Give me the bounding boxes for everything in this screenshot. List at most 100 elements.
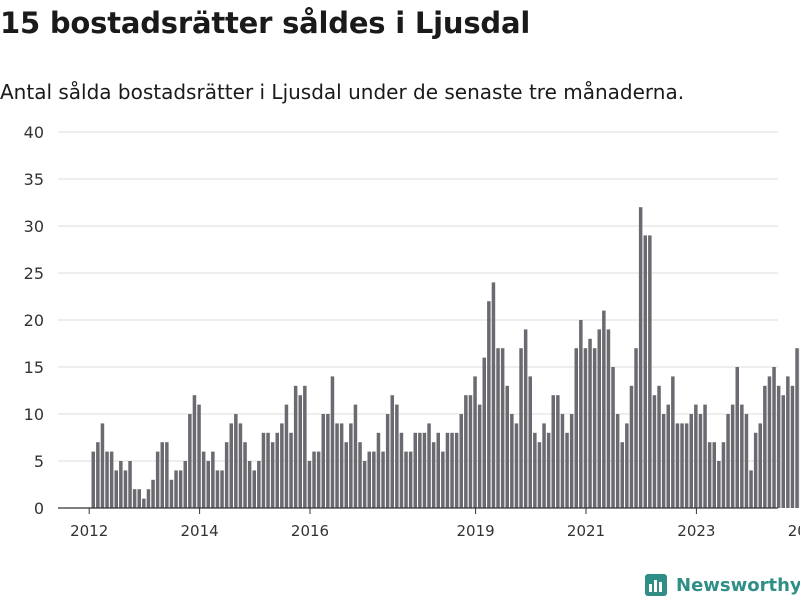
bar bbox=[726, 414, 730, 508]
bar bbox=[657, 385, 661, 508]
bar bbox=[790, 385, 795, 508]
bar bbox=[569, 414, 574, 508]
bar bbox=[767, 376, 772, 508]
bar bbox=[468, 395, 473, 508]
bar bbox=[183, 461, 187, 508]
bar bbox=[215, 470, 220, 508]
bar bbox=[638, 207, 643, 508]
bar bbox=[712, 442, 716, 508]
bar bbox=[427, 423, 431, 508]
bar bbox=[666, 404, 670, 508]
bar bbox=[174, 470, 178, 508]
bar bbox=[257, 461, 261, 508]
bar bbox=[546, 432, 551, 508]
bar bbox=[160, 442, 164, 508]
bar bbox=[105, 451, 109, 508]
bar bbox=[312, 451, 316, 508]
y-tick-label: 20 bbox=[24, 311, 44, 330]
bar bbox=[418, 432, 422, 508]
bar bbox=[454, 432, 459, 508]
bar bbox=[289, 432, 293, 508]
bar bbox=[496, 348, 500, 508]
bar bbox=[652, 395, 657, 508]
bar bbox=[151, 479, 155, 508]
bar bbox=[335, 423, 339, 508]
bar bbox=[620, 442, 624, 508]
bar bbox=[542, 423, 546, 508]
bar bbox=[505, 385, 509, 508]
bar bbox=[611, 367, 615, 508]
bar bbox=[91, 451, 95, 508]
newsworthy-logo-icon bbox=[645, 574, 667, 596]
bar bbox=[753, 432, 758, 508]
bar bbox=[703, 404, 707, 508]
bar bbox=[436, 432, 440, 508]
bar bbox=[224, 442, 229, 508]
y-tick-label: 15 bbox=[24, 358, 44, 377]
bar bbox=[583, 348, 588, 508]
bar bbox=[537, 442, 542, 508]
bar bbox=[680, 423, 684, 508]
bar bbox=[321, 414, 325, 508]
bar bbox=[551, 395, 555, 508]
bar bbox=[482, 357, 486, 508]
x-tick-label: 2021 bbox=[567, 522, 605, 540]
bar bbox=[234, 414, 238, 508]
bar bbox=[684, 423, 689, 508]
bar bbox=[634, 348, 638, 508]
bar bbox=[201, 451, 206, 508]
bar bbox=[142, 498, 146, 508]
bar bbox=[395, 404, 399, 508]
bar bbox=[376, 432, 381, 508]
bar bbox=[298, 395, 302, 508]
bar bbox=[114, 470, 118, 508]
bar bbox=[514, 423, 519, 508]
bar bbox=[707, 442, 712, 508]
bar bbox=[648, 235, 652, 508]
bar bbox=[413, 432, 417, 508]
bar bbox=[211, 451, 215, 508]
bar bbox=[178, 470, 183, 508]
bar bbox=[781, 395, 785, 508]
y-tick-label: 25 bbox=[24, 264, 44, 283]
bar bbox=[293, 385, 298, 508]
brand-logo[interactable]: Newsworthy bbox=[644, 570, 800, 600]
bar bbox=[349, 423, 353, 508]
bar bbox=[243, 442, 247, 508]
bar bbox=[316, 451, 321, 508]
bar bbox=[776, 385, 781, 508]
bar bbox=[661, 414, 666, 508]
chart-subtitle: Antal sålda bostadsrätter i Ljusdal unde… bbox=[0, 80, 685, 104]
bar bbox=[519, 348, 523, 508]
bar bbox=[574, 348, 578, 508]
bar bbox=[795, 348, 799, 508]
bar bbox=[556, 395, 560, 508]
bar bbox=[602, 310, 606, 508]
bar bbox=[188, 414, 192, 508]
bar bbox=[367, 451, 371, 508]
bar bbox=[123, 470, 128, 508]
bar bbox=[390, 395, 394, 508]
bar bbox=[758, 423, 762, 508]
bar bbox=[730, 404, 735, 508]
bar bbox=[422, 432, 427, 508]
bar bbox=[238, 423, 243, 508]
bar bbox=[206, 461, 210, 508]
bar bbox=[597, 329, 601, 508]
bar bbox=[694, 404, 698, 508]
y-tick-label: 35 bbox=[24, 170, 44, 189]
bar bbox=[523, 329, 528, 508]
bar bbox=[477, 404, 482, 508]
bar bbox=[606, 329, 611, 508]
y-tick-label: 40 bbox=[24, 123, 44, 142]
bar bbox=[689, 414, 693, 508]
brand-name: Newsworthy bbox=[676, 574, 800, 596]
x-tick-label: 2014 bbox=[181, 522, 219, 540]
bar bbox=[261, 432, 266, 508]
bar bbox=[786, 376, 790, 508]
bar bbox=[303, 385, 307, 508]
x-tick-label: 2016 bbox=[291, 522, 329, 540]
bar bbox=[629, 385, 634, 508]
bar bbox=[740, 404, 744, 508]
bar bbox=[735, 367, 739, 508]
